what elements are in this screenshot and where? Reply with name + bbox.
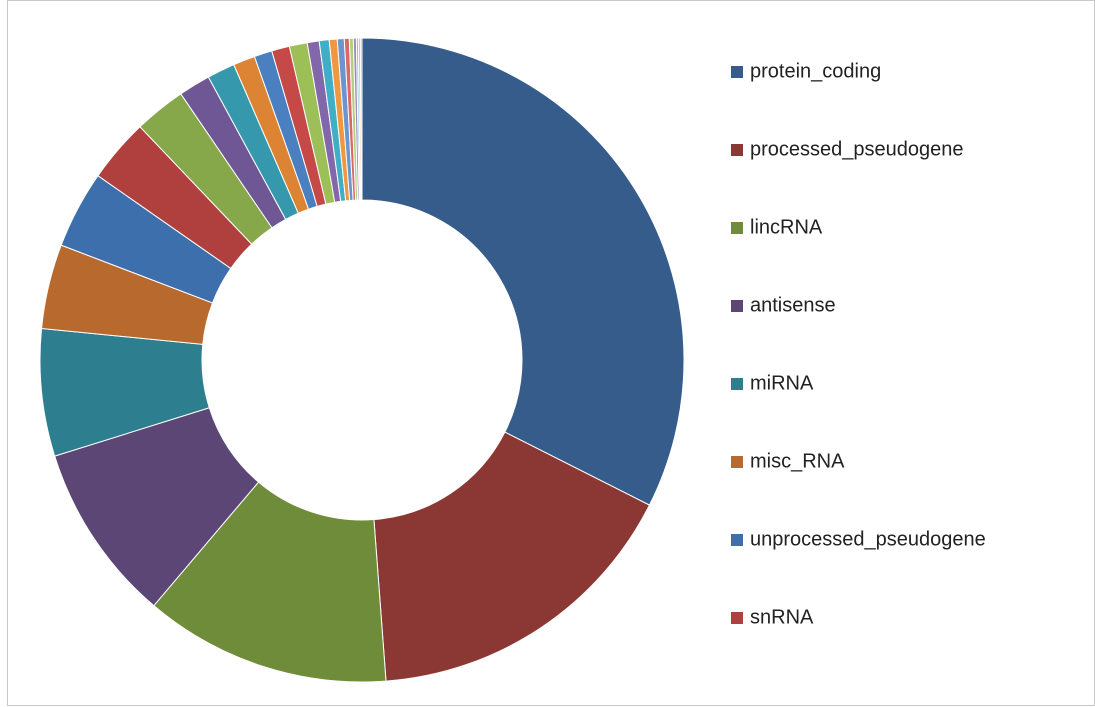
legend-label: lincRNA <box>750 216 823 238</box>
legend-swatch <box>731 378 743 390</box>
legend-swatch <box>731 612 743 624</box>
pie-slice <box>153 481 387 683</box>
legend-swatch <box>731 222 743 234</box>
legend-label: snRNA <box>750 606 814 628</box>
legend-label: unprocessed_pseudogene <box>750 528 986 550</box>
legend-swatch <box>731 456 743 468</box>
pie-slice <box>361 37 685 506</box>
legend-swatch <box>731 66 743 78</box>
pie-slice <box>359 37 363 201</box>
pie-slice <box>373 431 651 682</box>
legend-swatch <box>731 144 743 156</box>
legend-swatch <box>731 300 743 312</box>
legend-swatch <box>731 534 743 546</box>
legend-label: processed_pseudogene <box>750 138 964 160</box>
legend-label: misc_RNA <box>750 450 845 472</box>
legend-label: antisense <box>750 294 836 316</box>
legend-label: protein_coding <box>750 60 881 82</box>
legend-label: miRNA <box>750 372 814 394</box>
